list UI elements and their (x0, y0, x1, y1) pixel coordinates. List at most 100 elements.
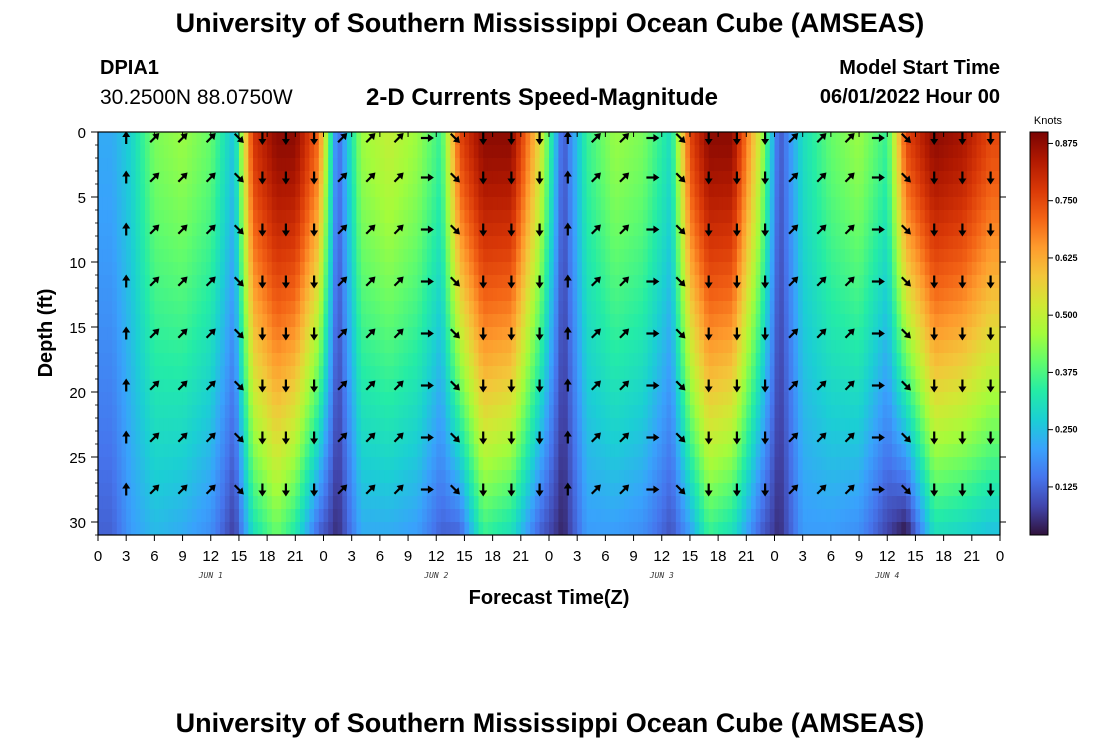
heatmap-cell (558, 392, 564, 406)
heatmap-cell (285, 327, 292, 341)
heatmap-cell (262, 366, 268, 380)
heatmap-cell (135, 431, 141, 445)
heatmap-cell (628, 366, 635, 380)
heatmap-cell (581, 262, 588, 276)
heatmap-cell (187, 132, 193, 146)
heatmap-cell (243, 158, 249, 172)
heatmap-cell (351, 366, 357, 380)
heatmap-cell (365, 301, 372, 315)
heatmap-cell (708, 275, 715, 289)
heatmap-cell (614, 379, 621, 393)
heatmap-cell (356, 418, 362, 432)
heatmap-cell (835, 444, 841, 458)
heatmap-cell (722, 314, 729, 328)
heatmap-cell (844, 327, 851, 341)
heatmap-cell (459, 145, 466, 159)
heatmap-cell (675, 379, 682, 393)
heatmap-cell (506, 522, 513, 535)
heatmap-cell (797, 509, 804, 523)
heatmap-cell (614, 327, 621, 341)
heatmap-cell (243, 262, 249, 276)
heatmap-cell (431, 236, 437, 250)
heatmap-cell (370, 262, 376, 276)
heatmap-cell (224, 509, 231, 523)
heatmap-cell (149, 431, 155, 445)
heatmap-cell (285, 249, 292, 263)
heatmap-cell (797, 223, 804, 237)
heatmap-cell (163, 431, 170, 445)
heatmap-cell (619, 379, 625, 393)
heatmap-cell (412, 340, 419, 354)
heatmap-cell (112, 444, 118, 458)
heatmap-cell (812, 158, 818, 172)
heatmap-cell (689, 158, 696, 172)
heatmap-cell (610, 418, 616, 432)
heatmap-cell (130, 522, 137, 535)
heatmap-cell (520, 223, 527, 237)
heatmap-cell (285, 275, 292, 289)
heatmap-cell (769, 379, 776, 393)
heatmap-cell (657, 379, 663, 393)
heatmap-cell (732, 171, 738, 185)
heatmap-cell (563, 197, 569, 211)
heatmap-cell (483, 158, 489, 172)
heatmap-cell (657, 262, 663, 276)
heatmap-cell (539, 431, 545, 445)
heatmap-cell (506, 301, 513, 315)
heatmap-cell (534, 418, 541, 432)
heatmap-cell (389, 444, 395, 458)
heatmap-cell (802, 262, 808, 276)
heatmap-cell (633, 210, 639, 224)
heatmap-cell (520, 522, 527, 535)
heatmap-cell (309, 197, 315, 211)
heatmap-cell (704, 197, 710, 211)
heatmap-cell (130, 444, 137, 458)
heatmap-cell (516, 223, 522, 237)
heatmap-cell (276, 158, 282, 172)
heatmap-cell (516, 353, 522, 367)
heatmap-cell (732, 418, 738, 432)
heatmap-cell (408, 288, 414, 302)
heatmap-cell (271, 236, 278, 250)
heatmap-cell (492, 158, 498, 172)
heatmap-cell (751, 444, 757, 458)
heatmap-cell (262, 470, 268, 484)
heatmap-cell (591, 340, 597, 354)
heatmap-cell (558, 457, 564, 471)
heatmap-cell (840, 301, 846, 315)
heatmap-cell (783, 262, 790, 276)
heatmap-cell (600, 223, 606, 237)
heatmap-cell (168, 145, 174, 159)
heatmap-cell (722, 340, 729, 354)
heatmap-cell (797, 496, 804, 510)
heatmap-cell (483, 262, 489, 276)
heatmap-cell (464, 509, 470, 523)
heatmap-cell (751, 405, 757, 419)
heatmap-cell (816, 314, 823, 328)
heatmap-cell (248, 275, 254, 289)
heatmap-cell (196, 171, 202, 185)
heatmap-cell (351, 431, 357, 445)
heatmap-cell (459, 470, 466, 484)
heatmap-cell (783, 314, 790, 328)
heatmap-cell (497, 288, 503, 302)
heatmap-cell (271, 171, 278, 185)
heatmap-cell (431, 509, 437, 523)
heatmap-cell (229, 509, 235, 523)
heatmap-cell (511, 184, 517, 198)
heatmap-cell (206, 171, 212, 185)
heatmap-cell (619, 340, 625, 354)
heatmap-cell (675, 262, 682, 276)
heatmap-cell (121, 444, 127, 458)
heatmap-cell (816, 496, 823, 510)
heatmap-cell (182, 496, 188, 510)
heatmap-cell (788, 366, 794, 380)
heatmap-cell (220, 353, 226, 367)
heatmap-cell (652, 444, 658, 458)
heatmap-cell (774, 132, 780, 146)
heatmap-cell (422, 197, 428, 211)
heatmap-cell (248, 158, 254, 172)
heatmap-cell (769, 470, 776, 484)
heatmap-cell (220, 457, 226, 471)
heatmap-cell (314, 379, 320, 393)
